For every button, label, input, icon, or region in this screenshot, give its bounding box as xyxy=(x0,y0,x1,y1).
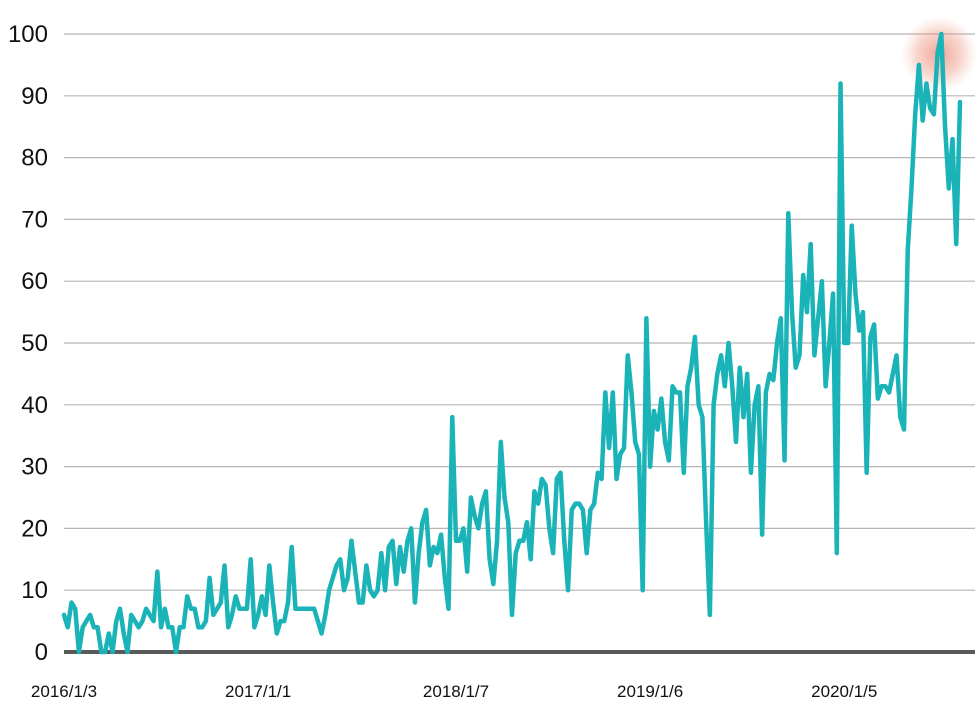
y-tick-label-50: 50 xyxy=(21,330,48,357)
x-tick-label-1: 2017/1/1 xyxy=(225,682,291,701)
x-tick-label-4: 2020/1/5 xyxy=(811,682,877,701)
x-tick-label-2: 2018/1/7 xyxy=(423,682,489,701)
x-tick-label-0: 2016/1/3 xyxy=(31,682,97,701)
x-tick-label-3: 2019/1/6 xyxy=(617,682,683,701)
y-tick-label-60: 60 xyxy=(21,268,48,295)
y-tick-label-20: 20 xyxy=(21,515,48,542)
y-tick-label-80: 80 xyxy=(21,145,48,172)
y-tick-label-0: 0 xyxy=(35,639,48,666)
series-line xyxy=(61,31,963,655)
gridlines xyxy=(64,33,975,591)
y-tick-label-10: 10 xyxy=(21,577,48,604)
y-tick-label-90: 90 xyxy=(21,83,48,110)
y-tick-label-70: 70 xyxy=(21,206,48,233)
x-axis-tick-labels: 2016/1/3 2017/1/1 2018/1/7 2019/1/6 2020/1/5 xyxy=(31,682,877,701)
y-tick-label-100: 100 xyxy=(8,21,48,48)
y-tick-label-40: 40 xyxy=(21,392,48,419)
y-tick-label-30: 30 xyxy=(21,454,48,481)
y-axis-tick-labels: 0 10 20 30 40 50 60 70 80 90 100 xyxy=(8,21,48,666)
